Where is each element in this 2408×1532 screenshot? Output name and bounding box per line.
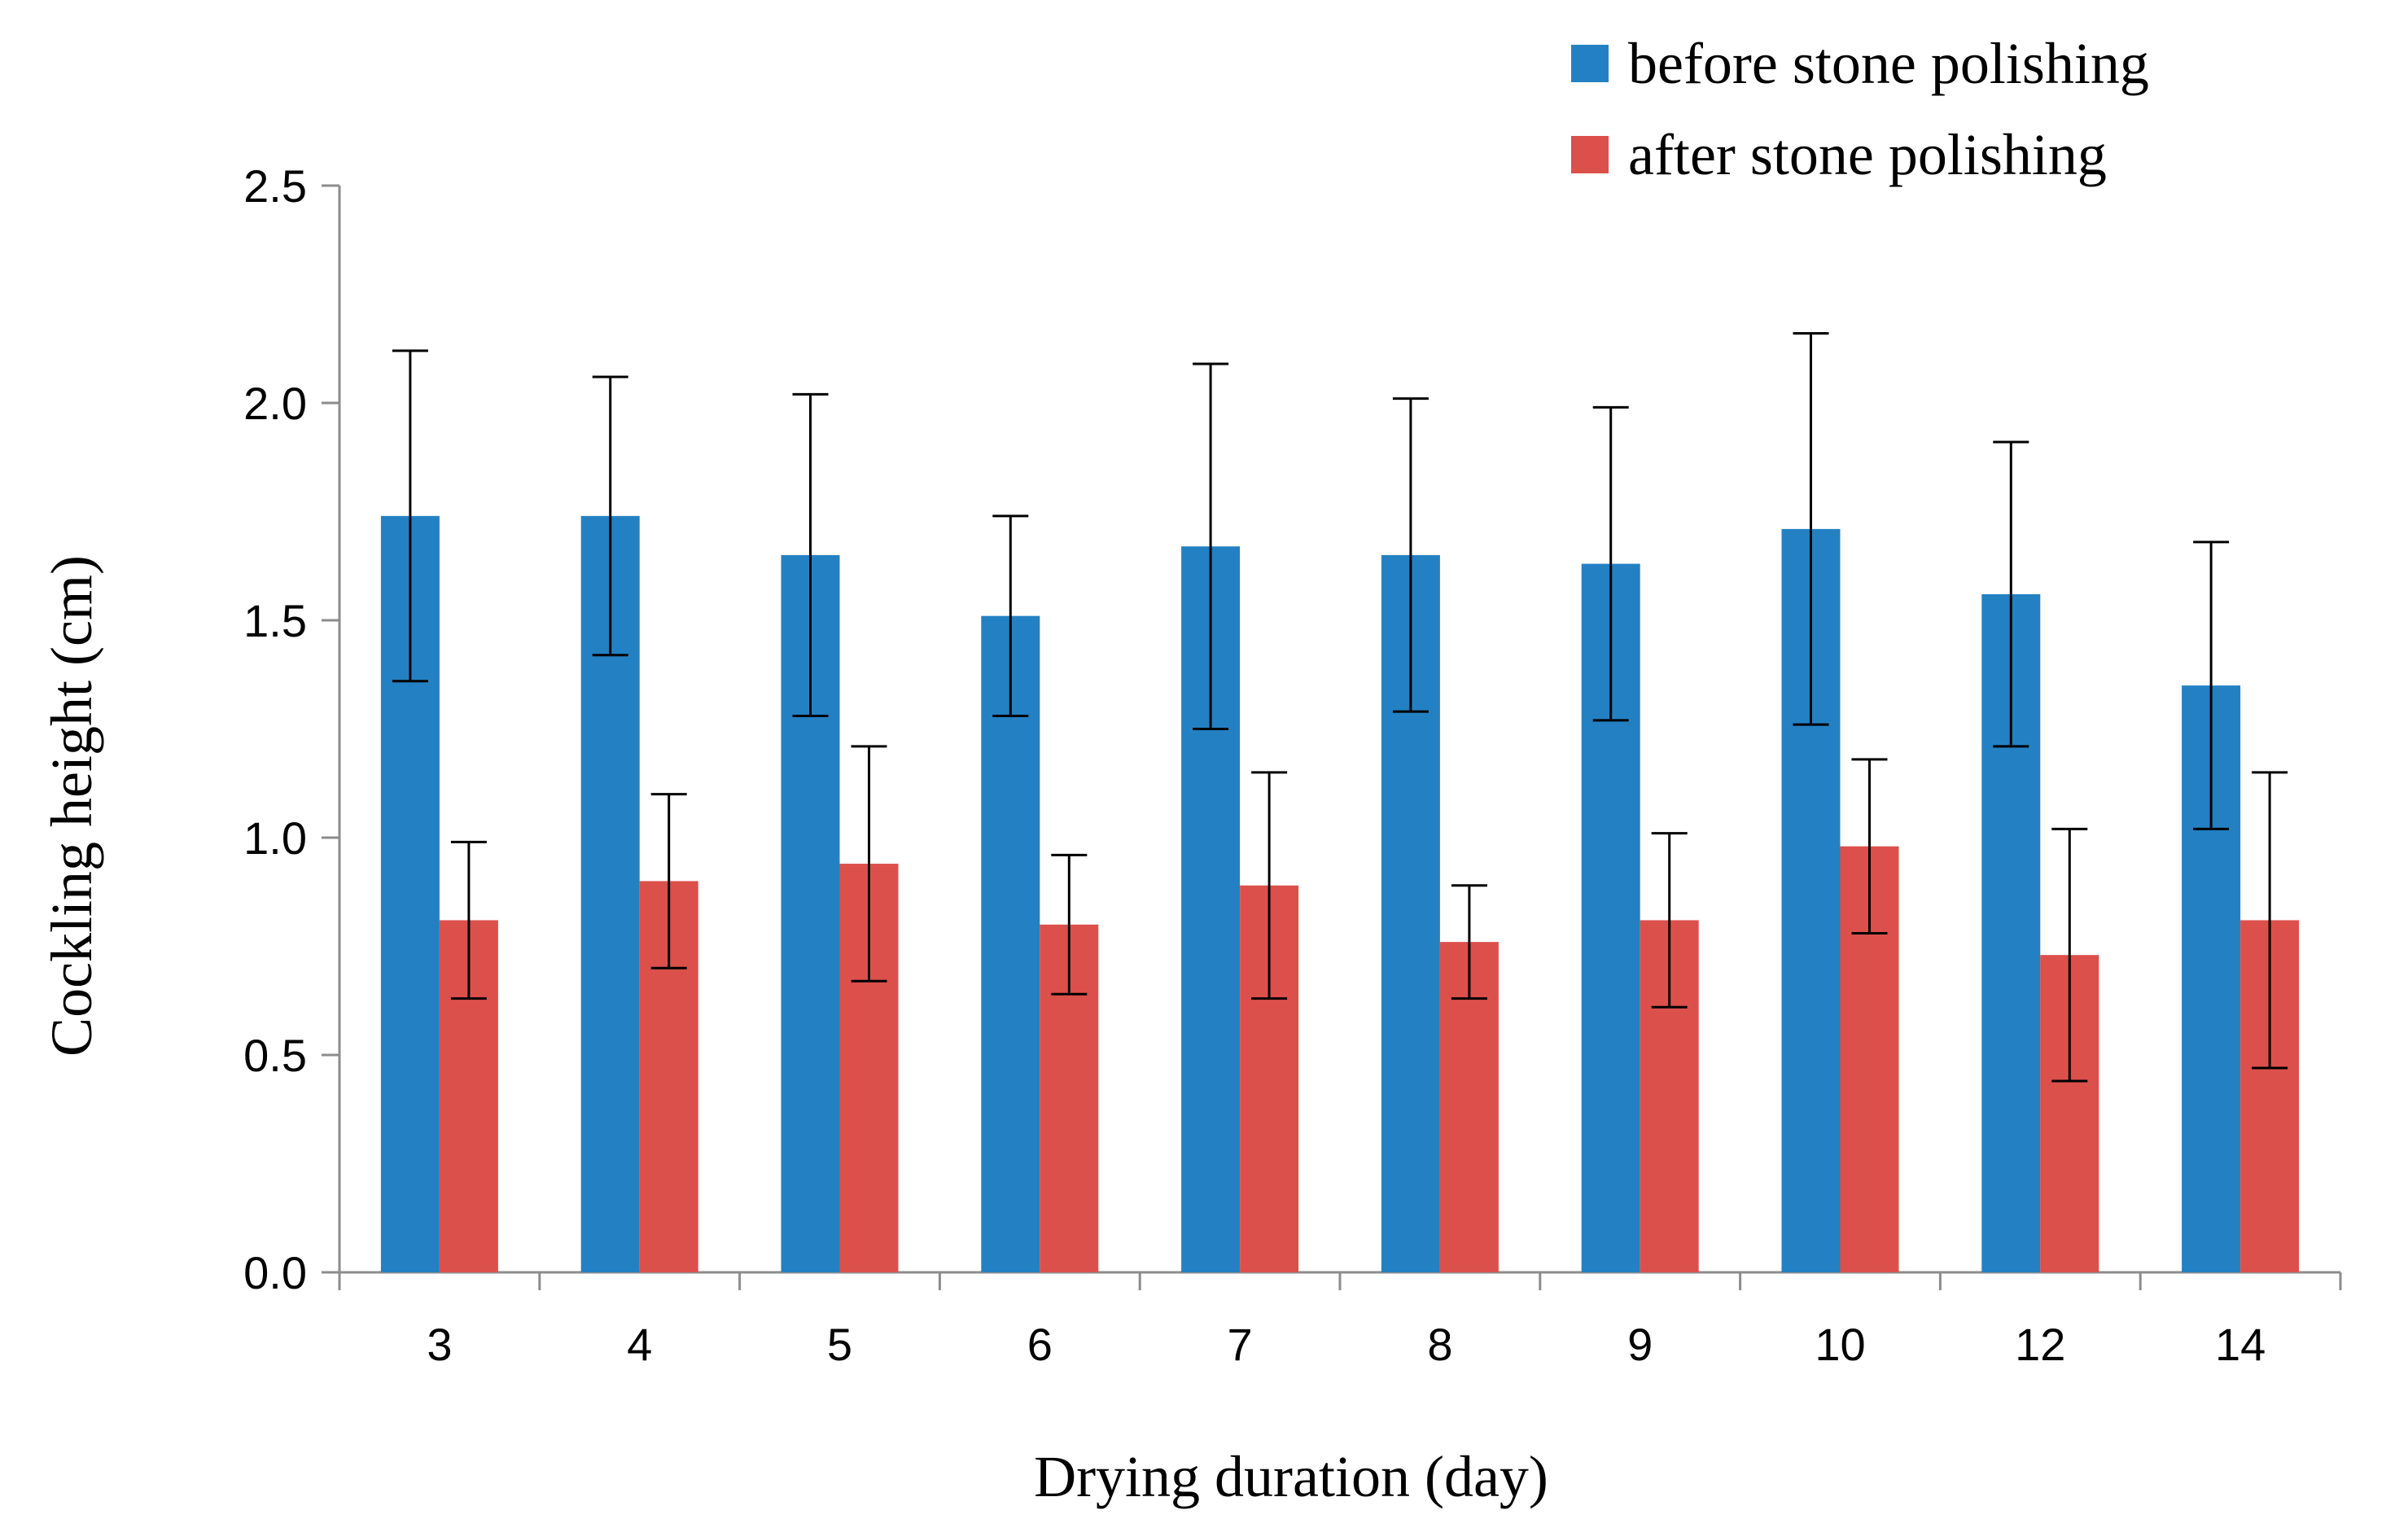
bars	[380, 515, 2300, 1272]
x-tick-label: 3	[427, 1319, 452, 1370]
errorbar-before-6	[992, 514, 1029, 717]
y-tick-label: 2.0	[243, 378, 307, 429]
bar-before-6	[981, 615, 1040, 1272]
legend: before stone polishing after stone polis…	[1571, 31, 2149, 187]
legend-swatch-before	[1571, 45, 1609, 82]
errorbar-after-12	[2051, 827, 2088, 1083]
legend-label-before: before stone polishing	[1628, 31, 2149, 96]
x-tick-label: 8	[1427, 1319, 1452, 1370]
x-ticks: 3 4 5 6 7 8 9 10 12 14	[338, 1272, 2342, 1370]
errorbar-after-9	[1651, 832, 1688, 1009]
errorbar-before-4	[592, 375, 628, 657]
errorbar-after-5	[851, 745, 887, 983]
errorbar-after-14	[2252, 771, 2288, 1070]
errorbar-before-12	[1993, 440, 2029, 748]
y-tick-label: 2.5	[243, 160, 307, 212]
errorbar-before-7	[1193, 362, 1229, 730]
errorbar-after-6	[1051, 853, 1088, 996]
errorbar-after-4	[650, 793, 687, 970]
errorbar-before-10	[1793, 332, 1829, 726]
errorbar-before-9	[1592, 405, 1629, 722]
x-tick-label: 12	[2015, 1319, 2065, 1370]
y-tick-label: 0.5	[243, 1030, 307, 1081]
x-tick-label: 7	[1228, 1319, 1253, 1370]
x-tick-label: 4	[627, 1319, 652, 1370]
errorbar-after-3	[450, 840, 487, 1000]
x-tick-label: 5	[827, 1319, 852, 1370]
legend-swatch-after	[1571, 136, 1609, 173]
errorbar-before-8	[1392, 397, 1429, 713]
errorbar-after-10	[1851, 758, 1888, 935]
y-tick-label: 1.0	[243, 812, 307, 864]
y-tick-label: 1.5	[243, 595, 307, 646]
y-tick-label: 0.0	[243, 1247, 307, 1298]
errorbar-after-7	[1251, 771, 1288, 1000]
errorbar-before-3	[392, 349, 428, 683]
x-tick-label: 14	[2215, 1319, 2266, 1370]
x-tick-label: 9	[1627, 1319, 1653, 1370]
errorbar-before-5	[792, 392, 829, 717]
y-ticks: 0.0 0.5 1.0 1.5 2.0 2.5	[243, 160, 339, 1298]
x-tick-label: 10	[1815, 1319, 1865, 1370]
error-bars	[392, 332, 2288, 1083]
y-axis-title: Cockling height (cm)	[39, 555, 104, 1057]
legend-label-after: after stone polishing	[1628, 122, 2107, 187]
errorbar-before-14	[2193, 541, 2230, 830]
x-tick-label: 6	[1027, 1319, 1053, 1370]
x-axis-title: Drying duration (day)	[1034, 1444, 1548, 1509]
errorbar-after-8	[1451, 884, 1487, 1000]
